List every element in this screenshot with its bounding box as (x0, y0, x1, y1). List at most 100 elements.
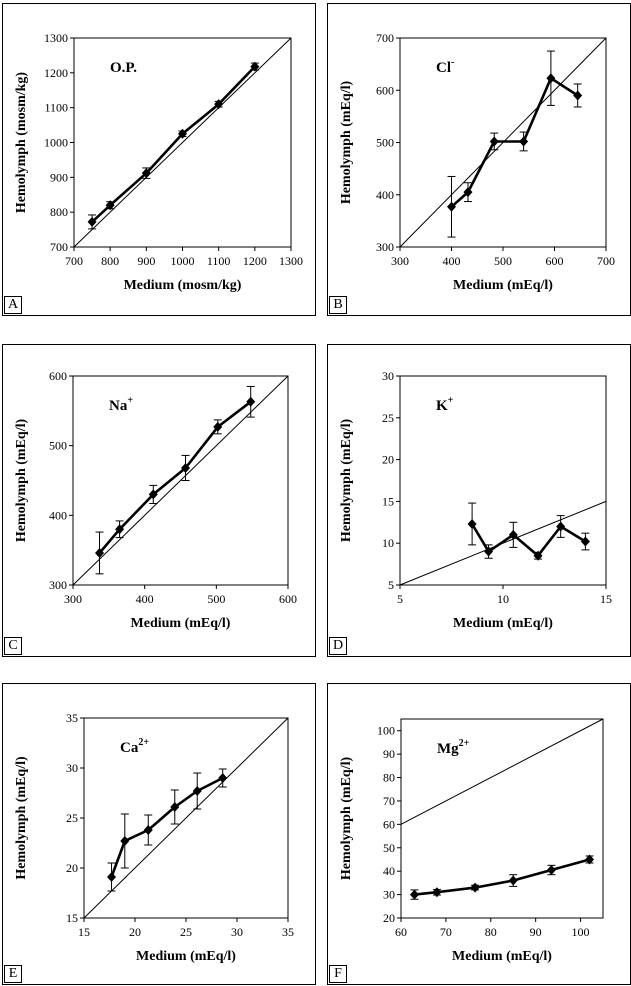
panel-letter: F (329, 965, 347, 983)
panel-b: 300 400 500 600 700 300 400 500 600 700 Cl- Medium … (327, 3, 631, 316)
data-point (143, 825, 153, 835)
x-tick-label: 100 (572, 925, 590, 939)
chart-b: 300 400 500 600 700 300 400 500 600 700 Cl- Medium … (339, 31, 615, 293)
series-line (110, 776, 224, 878)
identity-line (72, 375, 289, 586)
chart-title: Na+ (109, 395, 133, 414)
y-tick-label: 80 (383, 771, 395, 785)
x-tick-label: 25 (180, 925, 192, 939)
chart-f: 60 70 80 90 100 20 30 40 50 60 70 80 90 100 Mg2+ Medium… (339, 718, 604, 964)
panel-letter: C (4, 637, 22, 655)
y-tick-label: 100 (377, 724, 395, 738)
x-tick-label: 500 (494, 254, 512, 268)
y-axis-label: Hemolymph (mEq/l) (14, 756, 29, 880)
plot-frame (399, 375, 607, 586)
data-point (546, 73, 556, 84)
chart-e: 15 20 25 30 35 15 20 25 30 35 Ca2+ Medium (mEq/l) He… (14, 711, 294, 964)
panel-letter: E (4, 965, 22, 983)
data-point (95, 547, 105, 558)
y-tick-label: 1300 (44, 31, 68, 45)
x-axis-label: Medium (mEq/l) (453, 616, 553, 631)
x-tick-label: 400 (136, 592, 154, 606)
y-tick-label: 1000 (44, 136, 68, 150)
y-tick-label: 25 (382, 411, 394, 425)
x-tick-label: 5 (397, 592, 403, 606)
series-line (98, 400, 252, 554)
data-point (107, 872, 117, 882)
data-point (246, 396, 256, 407)
chart-title: Mg2+ (437, 738, 470, 757)
x-tick-label: 60 (395, 925, 407, 939)
y-tick-label: 15 (66, 911, 78, 925)
panel-letter: B (329, 296, 347, 314)
chart-d: 5 10 15 5 10 15 20 25 30 K+ Medium (mEq/l) Hemolymp… (339, 369, 612, 631)
x-tick-label: 300 (391, 254, 409, 268)
data-point (192, 786, 202, 796)
y-tick-label: 900 (50, 170, 68, 184)
y-tick-label: 20 (66, 861, 78, 875)
x-tick-label: 1200 (243, 254, 267, 268)
panel-letter: A (4, 296, 22, 314)
identity-line (400, 718, 604, 825)
data-point (573, 90, 583, 101)
x-tick-label: 300 (64, 592, 82, 606)
y-axis-label: Hemolymph (mEq/l) (339, 757, 354, 881)
data-point (120, 836, 130, 846)
data-point (519, 136, 529, 147)
x-axis-label: Medium (mEq/l) (452, 949, 552, 964)
y-tick-label: 25 (66, 811, 78, 825)
plot-frame (400, 718, 604, 919)
y-axis-label: Hemolymph (mEq/l) (339, 419, 354, 543)
data-point (250, 61, 260, 72)
data-point (463, 187, 473, 198)
y-tick-label: 300 (376, 240, 394, 254)
y-tick-label: 15 (382, 494, 394, 508)
x-tick-label: 1000 (171, 254, 195, 268)
y-axis-label: Hemolymph (mosm/kg) (14, 72, 29, 214)
data-point (546, 865, 556, 876)
x-tick-label: 15 (78, 925, 90, 939)
plot-frame (72, 375, 289, 586)
panel-a: 700 800 900 1000 1100 1200 1300 700 800 900 1000 11… (2, 3, 316, 316)
data-point (508, 529, 518, 540)
y-tick-label: 5 (388, 578, 394, 592)
y-tick-label: 70 (383, 794, 395, 808)
x-axis-label: Medium (mEq/l) (131, 616, 231, 631)
series-line (91, 65, 256, 223)
y-tick-label: 400 (376, 188, 394, 202)
x-tick-label: 1300 (279, 254, 303, 268)
data-point (432, 887, 442, 898)
series-line (470, 523, 587, 557)
data-point (508, 875, 518, 886)
data-point (214, 99, 224, 110)
chart-title: Cl- (436, 57, 454, 76)
data-point (489, 136, 499, 147)
y-tick-label: 600 (49, 369, 67, 383)
panel-letter: D (329, 637, 347, 655)
x-tick-label: 500 (207, 592, 225, 606)
chart-title: Ca2+ (120, 737, 149, 756)
data-point (585, 854, 595, 865)
y-tick-label: 800 (50, 205, 68, 219)
data-point (409, 889, 419, 900)
chart-c: 300 400 500 600 300 400 500 600 Na+ Medium (mEq/l… (14, 369, 297, 631)
x-tick-label: 70 (440, 925, 452, 939)
data-point (178, 128, 187, 139)
x-tick-label: 10 (497, 592, 509, 606)
y-tick-label: 60 (383, 817, 395, 831)
data-point (218, 773, 228, 783)
chart-a: 700 800 900 1000 1100 1200 1300 700 800 900 1000 11… (14, 31, 303, 293)
x-tick-label: 700 (597, 254, 615, 268)
y-tick-label: 30 (66, 761, 78, 775)
panel-f: 60 70 80 90 100 20 30 40 50 60 70 80 90 100 Mg2+ Medium… (327, 683, 631, 985)
data-point (484, 546, 494, 557)
y-tick-label: 1100 (44, 101, 68, 115)
y-tick-label: 500 (49, 439, 67, 453)
data-point (115, 524, 125, 535)
panel-e: 15 20 25 30 35 15 20 25 30 35 Ca2+ Medium (mEq/l) He… (2, 683, 316, 985)
y-tick-label: 1200 (44, 66, 68, 80)
x-tick-label: 15 (600, 592, 612, 606)
y-tick-label: 20 (382, 453, 394, 467)
data-point (87, 216, 97, 227)
y-tick-label: 20 (383, 911, 395, 925)
